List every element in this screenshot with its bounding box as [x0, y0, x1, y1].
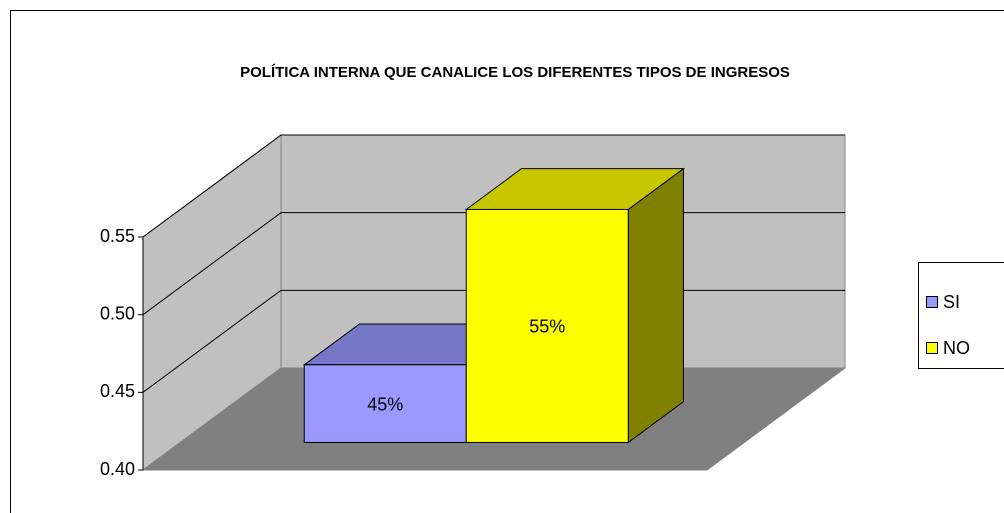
- bar-side: [627, 167, 684, 444]
- chart-border: [10, 10, 1004, 513]
- data-label: 55%: [529, 317, 565, 337]
- grid-line: [142, 134, 845, 238]
- legend-swatch: [926, 296, 938, 308]
- data-label: 45%: [367, 394, 403, 414]
- y-tick-label: 0.45: [100, 381, 135, 401]
- bar: [303, 364, 467, 443]
- legend-swatch: [926, 342, 938, 354]
- legend-label: SI: [943, 292, 960, 312]
- y-tick-label: 0.55: [100, 226, 135, 246]
- y-tick-label: 0.40: [100, 459, 135, 479]
- legend-label: NO: [943, 338, 970, 358]
- bar: [465, 208, 629, 443]
- chart-title: POLÍTICA INTERNA QUE CANALICE LOS DIFERE…: [240, 64, 790, 81]
- y-tick-label: 0.50: [100, 303, 135, 323]
